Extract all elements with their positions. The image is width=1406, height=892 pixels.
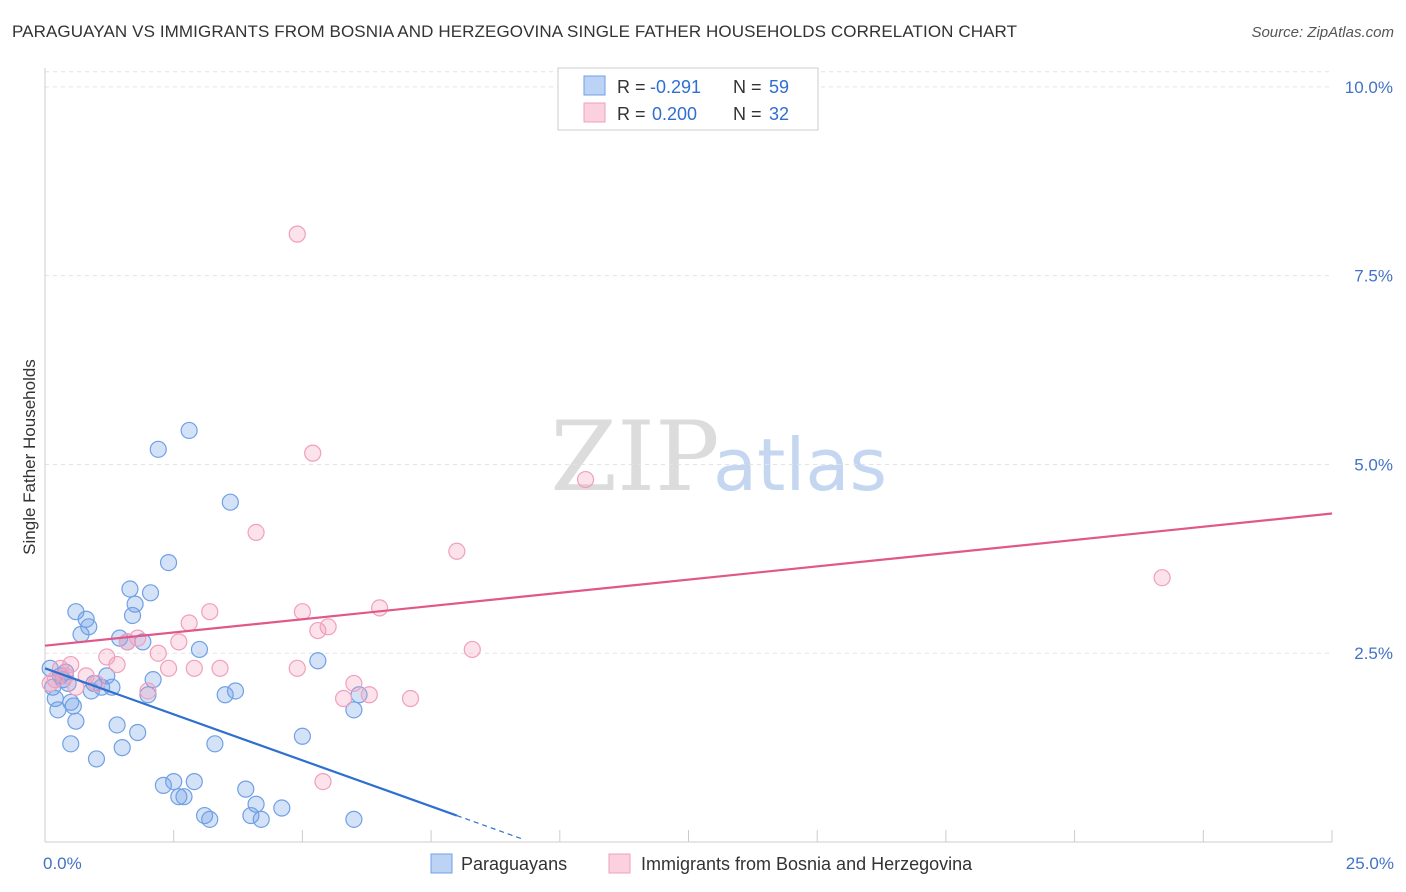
y-tick-label-3: 10.0% xyxy=(1345,78,1393,97)
point-bosnia-23 xyxy=(309,621,327,640)
bottom-legend-label-paraguayans: Paraguayans xyxy=(461,854,567,874)
point-paraguayans-35 xyxy=(165,772,183,791)
y-axis-label: Single Father Households xyxy=(20,359,39,555)
bottom-legend-swatch-bosnia xyxy=(608,853,631,874)
point-bosnia-18 xyxy=(201,603,219,621)
legend-n-label-0: N = xyxy=(733,77,762,97)
legend-n-label-1: N = xyxy=(733,104,762,124)
point-paraguayans-53 xyxy=(309,652,327,670)
point-paraguayans-58 xyxy=(345,810,363,828)
bottom-legend: Paraguayans Immigrants from Bosnia and H… xyxy=(430,853,973,874)
point-paraguayans-42 xyxy=(201,810,219,828)
point-bosnia-9 xyxy=(108,655,126,674)
trend-line-paraguayans xyxy=(44,667,458,817)
legend-r-label-1: R = xyxy=(617,104,646,124)
point-bosnia-36 xyxy=(314,772,332,791)
point-paraguayans-45 xyxy=(221,493,239,511)
x-tick-label-max: 25.0% xyxy=(1346,854,1394,873)
point-bosnia-32 xyxy=(1153,569,1171,587)
point-bosnia-13 xyxy=(149,644,167,662)
watermark-zip: ZIP xyxy=(550,401,719,513)
point-paraguayans-34 xyxy=(159,554,178,572)
series-bosnia-points xyxy=(41,225,1171,791)
point-paraguayans-51 xyxy=(273,799,291,817)
point-bosnia-33 xyxy=(360,686,378,704)
point-paraguayans-43 xyxy=(206,735,224,753)
x-ticks xyxy=(44,830,1333,842)
point-paraguayans-39 xyxy=(185,772,203,791)
legend-swatch-paraguayans xyxy=(583,75,606,96)
legend: R = -0.291 N = 59 R = 0.200 N = 32 xyxy=(557,67,819,131)
point-bosnia-20 xyxy=(247,523,265,542)
point-paraguayans-29 xyxy=(139,686,157,704)
point-paraguayans-37 xyxy=(175,788,193,806)
legend-r-label-0: R = xyxy=(617,77,646,97)
point-paraguayans-26 xyxy=(126,595,144,613)
point-paraguayans-54 xyxy=(345,701,363,719)
trend-lines xyxy=(44,512,1333,841)
point-paraguayans-32 xyxy=(149,440,167,458)
chart-title: PARAGUAYAN VS IMMIGRANTS FROM BOSNIA AND… xyxy=(12,22,1018,41)
point-bosnia-14 xyxy=(159,659,178,677)
point-bosnia-22 xyxy=(293,603,311,621)
point-bosnia-11 xyxy=(129,629,147,647)
point-paraguayans-20 xyxy=(108,716,126,734)
point-bosnia-30 xyxy=(304,444,322,462)
point-paraguayans-27 xyxy=(129,723,147,742)
point-paraguayans-33 xyxy=(154,776,173,794)
point-bosnia-27 xyxy=(448,542,466,560)
legend-r-value-1: 0.200 xyxy=(652,104,697,124)
point-paraguayans-52 xyxy=(293,727,311,745)
point-bosnia-19 xyxy=(211,659,229,677)
point-paraguayans-13 xyxy=(80,618,98,636)
point-bosnia-16 xyxy=(180,614,198,632)
point-paraguayans-40 xyxy=(190,640,209,659)
point-paraguayans-36 xyxy=(170,788,188,806)
point-bosnia-24 xyxy=(319,618,337,636)
trend-line-extension-paraguayans xyxy=(456,815,524,841)
point-bosnia-15 xyxy=(170,633,188,651)
point-paraguayans-16 xyxy=(87,750,106,768)
grid-lines xyxy=(45,71,1332,654)
point-paraguayans-50 xyxy=(242,806,260,825)
point-bosnia-28 xyxy=(463,640,481,659)
point-bosnia-17 xyxy=(185,659,203,677)
point-paraguayans-46 xyxy=(226,682,245,700)
point-paraguayans-22 xyxy=(113,739,131,757)
point-paraguayans-9 xyxy=(64,697,82,715)
point-bosnia-4 xyxy=(62,655,80,674)
point-paraguayans-30 xyxy=(141,584,160,602)
point-paraguayans-56 xyxy=(62,735,80,753)
legend-swatch-bosnia xyxy=(583,102,606,123)
y-tick-labels: 2.5% 5.0% 7.5% 10.0% xyxy=(1345,78,1393,663)
point-paraguayans-24 xyxy=(121,580,139,598)
point-bosnia-31 xyxy=(288,225,306,243)
point-bosnia-29 xyxy=(576,470,595,489)
y-tick-label-1: 5.0% xyxy=(1354,455,1393,474)
y-tick-label-2: 7.5% xyxy=(1354,267,1393,286)
point-paraguayans-49 xyxy=(252,810,270,828)
watermark-atlas: atlas xyxy=(713,423,887,507)
point-paraguayans-44 xyxy=(216,686,234,704)
legend-r-value-0: -0.291 xyxy=(650,77,701,97)
bottom-legend-swatch-paraguayans xyxy=(430,853,453,874)
bottom-legend-label-bosnia: Immigrants from Bosnia and Herzegovina xyxy=(641,854,973,874)
point-paraguayans-57 xyxy=(67,712,85,730)
point-bosnia-34 xyxy=(401,689,420,708)
legend-n-value-0: 59 xyxy=(769,77,789,97)
point-paraguayans-47 xyxy=(237,780,255,798)
point-paraguayans-38 xyxy=(180,421,198,440)
y-tick-label-0: 2.5% xyxy=(1354,644,1393,663)
point-bosnia-35 xyxy=(334,689,353,708)
chart-source: Source: ZipAtlas.com xyxy=(1251,24,1394,41)
trend-line-bosnia xyxy=(44,512,1333,647)
legend-n-value-1: 32 xyxy=(769,104,789,124)
point-bosnia-12 xyxy=(139,682,157,700)
x-tick-label-min: 0.0% xyxy=(43,854,82,873)
point-bosnia-25 xyxy=(345,674,363,693)
point-bosnia-21 xyxy=(288,659,306,677)
point-bosnia-26 xyxy=(371,599,389,617)
